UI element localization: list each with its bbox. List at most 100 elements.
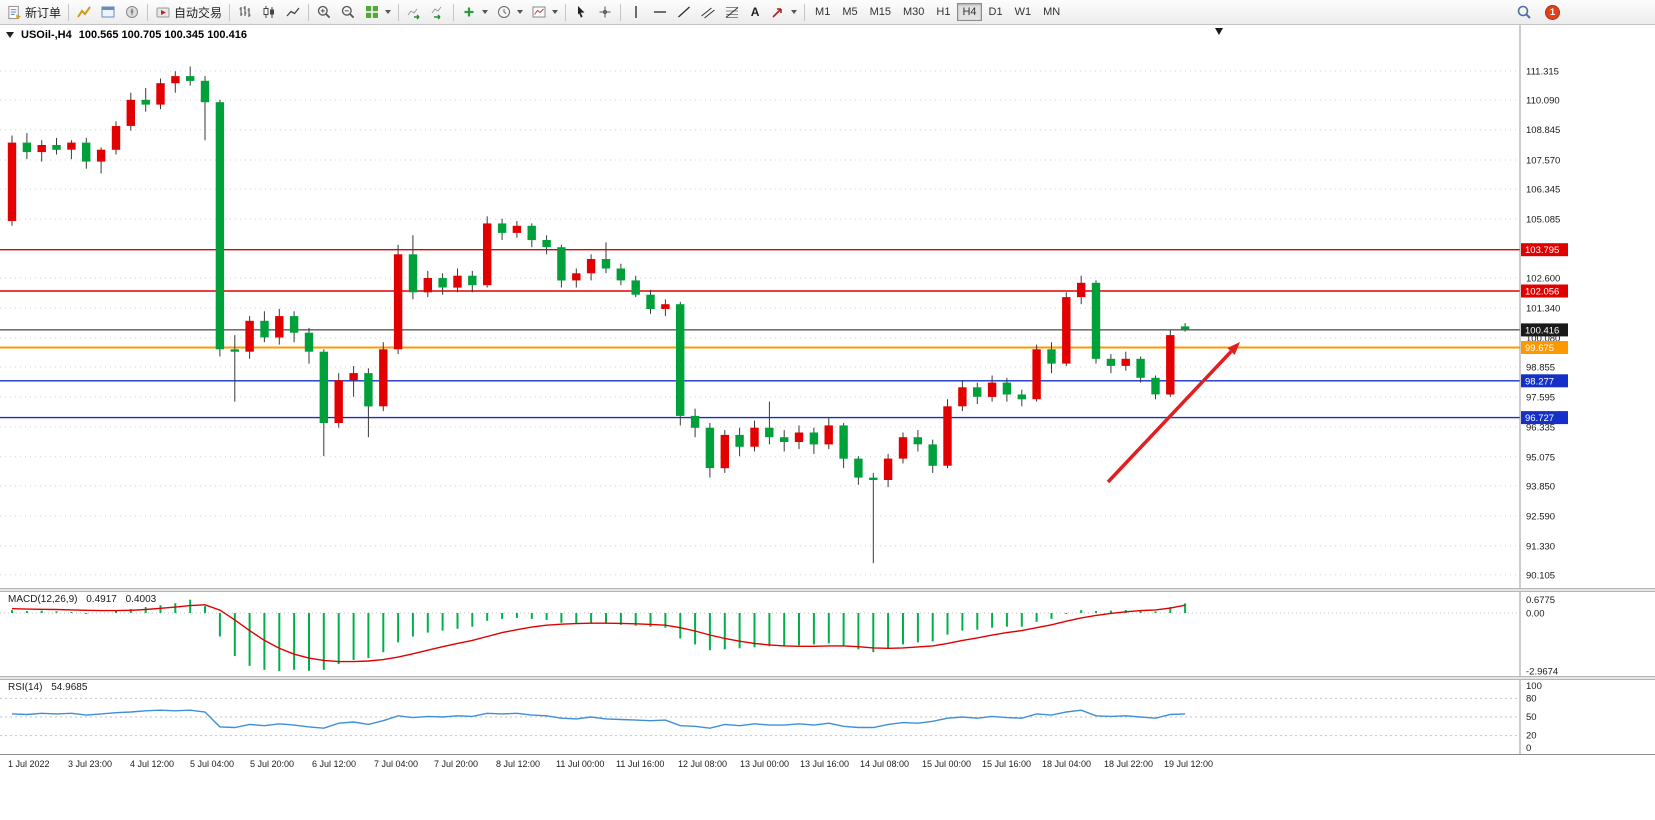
price-axis-label: 92.590 [1526,511,1555,522]
toolbar-separator [565,3,567,21]
timeframe-m5-button[interactable]: M5 [837,3,862,21]
bar-chart-button[interactable] [233,2,257,23]
periods-button[interactable] [492,2,527,23]
svg-text:100.416: 100.416 [1525,325,1559,336]
fibonacci-button[interactable] [720,2,744,23]
rsi-label: RSI(14) 54.9685 [8,682,87,693]
rsi-axis-label: 80 [1526,693,1537,704]
tile-windows-button[interactable] [360,2,395,23]
price-axis-label: 90.105 [1526,570,1555,581]
price-axis-label: 91.330 [1526,541,1555,552]
macd-name: MACD(12,26,9) [8,594,78,605]
channel-button[interactable] [696,2,720,23]
time-axis-label: 15 Jul 16:00 [982,759,1032,769]
cursor-button[interactable] [569,2,593,23]
zoom-in-icon [317,5,331,19]
timeframe-w1-button[interactable]: W1 [1010,3,1037,21]
annotation-arrow-head [1227,342,1240,355]
chart-shift-icon [431,6,442,20]
timeframe-h4-button[interactable]: H4 [957,3,982,21]
trendline-button[interactable] [672,2,696,23]
zoom-out-button[interactable] [336,2,360,23]
auto-scroll-button[interactable] [402,2,426,23]
chevron-down-icon [385,10,392,14]
timeframe-d1-button[interactable]: D1 [984,3,1008,21]
macd-indicator-chart[interactable]: 0.6775 0.00 -2.9674 [0,592,1655,676]
vertical-line-icon [635,6,637,18]
toolbar-separator [398,3,400,21]
toolbar-separator [308,3,310,21]
time-axis-label: 8 Jul 12:00 [496,759,541,769]
time-axis[interactable]: 1 Jul 2022 3 Jul 23:00 4 Jul 12:00 5 Jul 04… [0,754,1655,775]
horizontal-line-button[interactable] [648,2,672,23]
time-axis-label: 11 Jul 00:00 [556,759,605,769]
price-axis-label: 105.085 [1526,215,1560,226]
navigator-button[interactable] [120,2,144,23]
timeframe-m15-button[interactable]: M15 [865,3,896,21]
time-axis-label: 18 Jul 22:00 [1104,759,1154,769]
add-indicator-button[interactable] [457,2,492,23]
fibonacci-icon [725,7,739,18]
symbol-dropdown-icon[interactable] [6,32,14,38]
zoom-in-button[interactable] [312,2,336,23]
timeframe-mn-button[interactable]: MN [1038,3,1065,21]
price-axis-label: 95.075 [1526,452,1555,463]
new-order-button[interactable]: 新订单 [3,2,65,23]
templates-button[interactable] [527,2,562,23]
time-axis-label: 6 Jul 12:00 [312,759,357,769]
chart-shift-button[interactable] [426,2,450,23]
market-watch-button[interactable] [72,2,96,23]
timeframe-group: M1 M5 M15 M30 H1 H4 D1 W1 MN [810,3,1065,21]
candlestick-chart[interactable]: 111.315 110.090 108.845 107.570 106.345 105.0… [0,25,1655,588]
auto-trading-label: 自动交易 [174,5,223,20]
time-axis-label: 13 Jul 16:00 [800,759,850,769]
price-axis-label: 100.080 [1526,333,1560,344]
panel-splitter[interactable] [0,676,1655,680]
panel-splitter[interactable] [0,588,1655,592]
timeframe-h1-button[interactable]: H1 [931,3,955,21]
macd-main-value: 0.4917 [86,594,117,605]
text-tool-button[interactable]: A [744,2,766,23]
price-axis-label: 106.345 [1526,185,1560,196]
price-axis-label: 97.595 [1526,393,1555,404]
price-axis-label: 107.570 [1526,156,1560,167]
chart-shift-marker [1215,28,1223,35]
price-badge [1521,341,1568,354]
crosshair-button[interactable] [593,2,617,23]
channel-icon [701,7,715,19]
macd-axis-label: 0.6775 [1526,595,1555,606]
timeframe-m1-button[interactable]: M1 [810,3,835,21]
chart-ohlc-values: 100.565 100.705 100.345 100.416 [78,29,247,41]
data-window-button[interactable] [96,2,120,23]
notification-badge[interactable]: 1 [1545,4,1560,20]
price-axis-label: 98.855 [1526,363,1555,374]
candlestick-chart-button[interactable] [257,2,281,23]
chart-title: USOil-,H4 100.565 100.705 100.345 100.41… [6,29,247,41]
search-icon [1517,5,1531,19]
rsi-axis-label: 50 [1526,712,1537,723]
toolbar-separator [620,3,622,21]
search-button[interactable] [1512,2,1536,23]
price-axis-label: 101.340 [1526,304,1560,315]
chevron-down-icon [791,10,798,14]
time-axis-label: 15 Jul 00:00 [922,759,972,769]
arrows-button[interactable] [766,2,801,23]
timeframe-m30-button[interactable]: M30 [898,3,929,21]
new-order-icon [8,5,22,19]
svg-text:103.795: 103.795 [1525,245,1559,256]
line-chart-button[interactable] [281,2,305,23]
time-axis-label: 13 Jul 00:00 [740,759,790,769]
toolbar-separator [68,3,70,21]
toolbar-separator [804,3,806,21]
auto-trading-button[interactable]: 自动交易 [151,2,226,23]
svg-text:96.727: 96.727 [1525,413,1554,424]
toolbar-right-group: 1 [1512,2,1560,23]
crosshair-icon [599,6,611,18]
price-axis-label: 102.600 [1526,274,1560,285]
price-axis-label: 93.850 [1526,481,1555,492]
macd-label: MACD(12,26,9) 0.4917 0.4003 [8,594,156,605]
bar-chart-icon [239,6,251,17]
text-tool-label: A [750,5,760,19]
vertical-line-button[interactable] [624,2,648,23]
